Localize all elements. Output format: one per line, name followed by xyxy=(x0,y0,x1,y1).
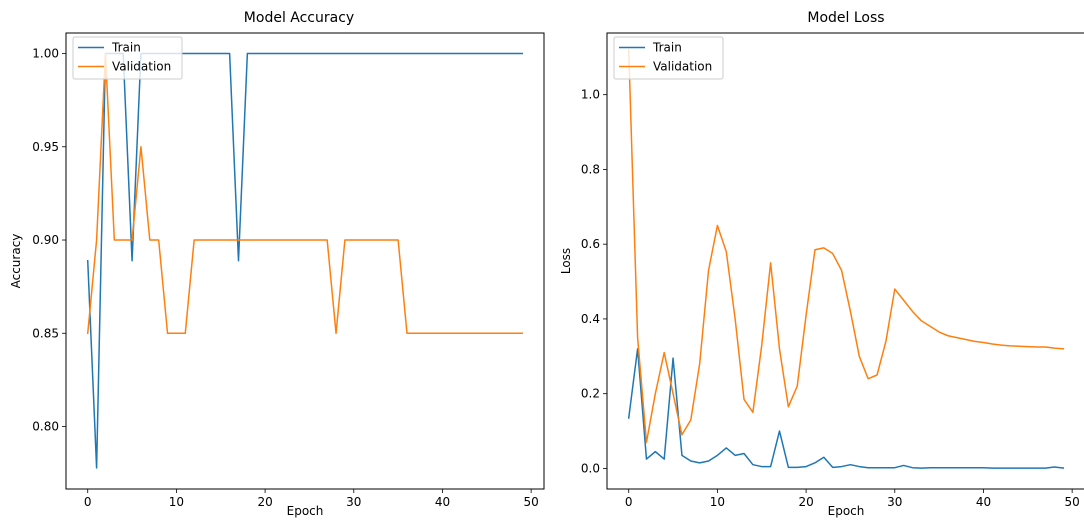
loss-x-tick-label: 0 xyxy=(625,495,633,509)
loss-y-axis-label: Loss xyxy=(559,248,573,274)
loss-chart: Model Loss 0 10 20 30 40 50 0.0 0.2 0.4 0.6 0.8 1.0… xyxy=(559,10,1084,518)
loss-y-tick-label: 0.8 xyxy=(581,162,600,176)
accuracy-y-tick-label: 0.90 xyxy=(32,233,59,247)
accuracy-x-axis-label: Epoch xyxy=(287,504,324,518)
accuracy-series-validation-line xyxy=(86,52,524,335)
accuracy-x-tick-label: 0 xyxy=(84,495,92,509)
accuracy-y-axis-label: Accuracy xyxy=(9,234,23,289)
accuracy-plot-frame xyxy=(65,32,545,490)
accuracy-x-tick-label: 10 xyxy=(169,495,184,509)
legend-label-validation: Validation xyxy=(112,60,171,74)
loss-y-tick-label: 0.6 xyxy=(581,237,600,251)
loss-series-train-line xyxy=(627,348,1065,469)
accuracy-legend: Train Validation xyxy=(72,36,183,80)
loss-y-tick-label: 0.0 xyxy=(581,461,600,475)
accuracy-x-tick-label: 50 xyxy=(524,495,539,509)
loss-y-tick-label: 0.4 xyxy=(581,312,600,326)
loss-x-tick-label: 30 xyxy=(887,495,902,509)
loss-x-tick-label: 10 xyxy=(710,495,725,509)
loss-plot-frame xyxy=(606,32,1084,490)
accuracy-x-tick-label: 20 xyxy=(257,495,272,509)
loss-y-tick-label: 0.2 xyxy=(581,387,600,401)
loss-x-tick-label: 40 xyxy=(976,495,991,509)
legend-label-validation: Validation xyxy=(653,60,712,74)
accuracy-y-tick-label: 0.80 xyxy=(32,420,59,434)
accuracy-y-tick-label: 1.00 xyxy=(32,47,59,61)
accuracy-x-tick-label: 30 xyxy=(346,495,361,509)
loss-chart-title: Model Loss xyxy=(807,10,884,26)
loss-x-tick-label: 50 xyxy=(1065,495,1080,509)
legend-label-train: Train xyxy=(111,41,141,55)
loss-y-tick-label: 1.0 xyxy=(581,88,600,102)
loss-legend: Train Validation xyxy=(613,36,724,80)
loss-x-axis-label: Epoch xyxy=(828,504,865,518)
accuracy-x-tick-label: 40 xyxy=(435,495,450,509)
accuracy-chart: Model Accuracy 0 10 20 30 40 50 0.80 0.85 0.90 0.… xyxy=(9,10,545,518)
legend-label-train: Train xyxy=(652,41,682,55)
loss-series-validation-line xyxy=(627,49,1065,444)
accuracy-chart-title: Model Accuracy xyxy=(244,10,354,26)
accuracy-y-tick-label: 0.85 xyxy=(32,326,59,340)
accuracy-y-tick-label: 0.95 xyxy=(32,140,59,154)
loss-x-tick-label: 20 xyxy=(798,495,813,509)
